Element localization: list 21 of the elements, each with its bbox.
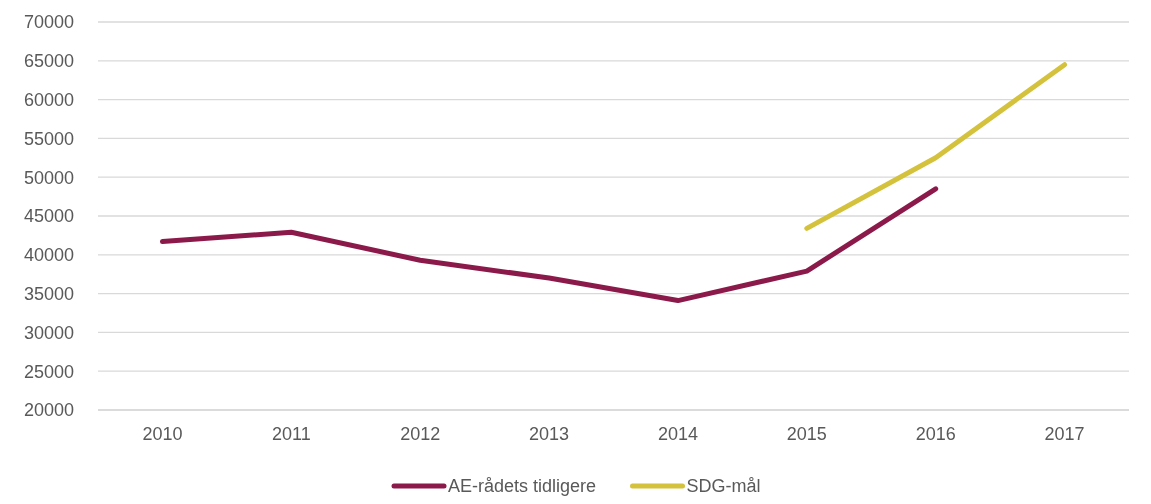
- legend-label: AE-rådets tidligere: [448, 476, 597, 496]
- y-tick-label: 50000: [23, 167, 74, 188]
- y-tick-label: 25000: [23, 361, 74, 382]
- x-tick-label: 2011: [271, 424, 311, 444]
- x-tick-label: 2016: [915, 424, 956, 444]
- x-tick-label: 2012: [400, 424, 441, 444]
- legend-label: SDG-mål: [686, 476, 761, 496]
- y-tick-label: 55000: [23, 128, 74, 149]
- x-tick-label: 2015: [786, 424, 827, 444]
- y-tick-label: 20000: [23, 400, 74, 421]
- y-tick-label: 30000: [23, 322, 74, 343]
- y-tick-label: 70000: [23, 12, 74, 33]
- y-tick-label: 45000: [23, 206, 74, 227]
- x-tick-label: 2013: [529, 424, 570, 444]
- x-tick-label: 2010: [142, 424, 183, 444]
- x-tick-label: 2014: [657, 424, 698, 444]
- y-tick-label: 40000: [23, 245, 74, 266]
- y-tick-label: 65000: [23, 51, 74, 72]
- x-tick-label: 2017: [1044, 424, 1085, 444]
- y-tick-label: 60000: [23, 89, 74, 110]
- y-tick-label: 35000: [23, 283, 74, 304]
